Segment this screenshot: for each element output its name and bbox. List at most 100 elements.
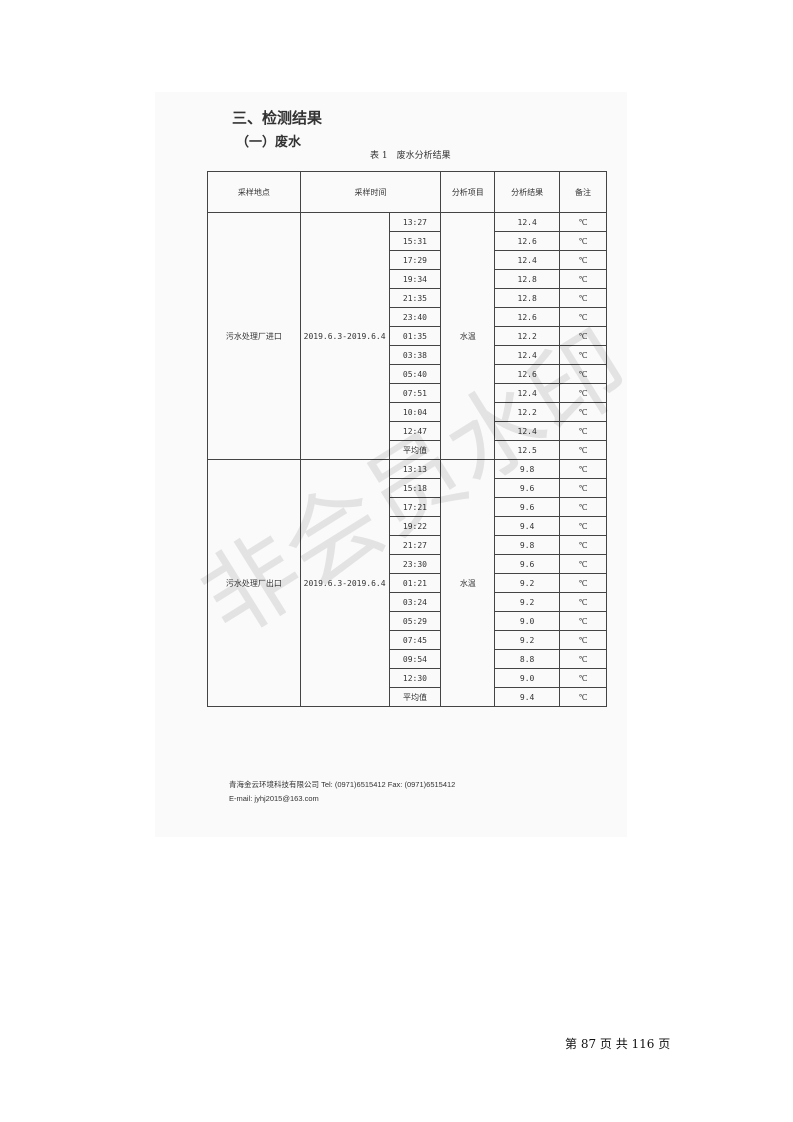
footer-email: E-mail: jyhj2015@163.com — [229, 794, 319, 803]
unit-cell: ℃ — [559, 478, 607, 498]
unit-cell: ℃ — [559, 307, 607, 327]
time-cell: 23:30 — [388, 554, 442, 574]
result-cell: 12.6 — [494, 307, 561, 327]
unit-cell: ℃ — [559, 421, 607, 441]
result-cell: 12.5 — [494, 440, 561, 460]
time-cell: 01:35 — [388, 326, 442, 346]
unit-cell: ℃ — [559, 535, 607, 555]
site-cell: 污水处理厂进口 — [207, 212, 301, 460]
table-row: 07:45 9.2 ℃ — [208, 630, 607, 650]
result-cell: 9.4 — [494, 687, 561, 707]
result-cell: 9.6 — [494, 497, 561, 517]
time-cell: 15:18 — [388, 478, 442, 498]
result-cell: 9.0 — [494, 668, 561, 688]
table-row: 03:24 9.2 ℃ — [208, 592, 607, 612]
unit-cell: ℃ — [559, 459, 607, 479]
unit-cell: ℃ — [559, 364, 607, 384]
result-cell: 12.4 — [494, 212, 561, 232]
time-cell: 17:21 — [388, 497, 442, 517]
unit-cell: ℃ — [559, 250, 607, 270]
time-cell: 平均值 — [388, 440, 442, 460]
time-cell: 19:34 — [388, 269, 442, 289]
table-row: 21:35 12.8 ℃ — [208, 288, 607, 308]
result-cell: 12.6 — [494, 231, 561, 251]
table-row: 01:21 9.2 ℃ — [208, 573, 607, 593]
unit-cell: ℃ — [559, 687, 607, 707]
result-cell: 9.2 — [494, 573, 561, 593]
date-cell: 2019.6.3-2019.6.4 — [299, 212, 390, 460]
table-row: 12:47 12.4 ℃ — [208, 421, 607, 441]
result-cell: 9.2 — [494, 630, 561, 650]
result-cell: 8.8 — [494, 649, 561, 669]
result-cell: 12.2 — [494, 402, 561, 422]
table-row: 污水处理厂出口 2019.6.3-2019.6.4 13:13 水温 9.8 ℃ — [207, 459, 607, 707]
table-row: 平均值 9.4 ℃ — [208, 687, 607, 707]
table-header: 采样地点 采样时间 分析项目 分析结果 备注 — [207, 171, 607, 213]
unit-cell: ℃ — [559, 611, 607, 631]
results-table: 采样地点 采样时间 分析项目 分析结果 备注 污水处理厂进口 2019.6.3-2… — [207, 171, 607, 707]
unit-cell: ℃ — [559, 212, 607, 232]
unit-cell: ℃ — [559, 231, 607, 251]
table-row: 10:04 12.2 ℃ — [208, 402, 607, 422]
result-cell: 12.8 — [494, 269, 561, 289]
header-item: 分析项目 — [440, 171, 496, 213]
time-cell: 12:47 — [388, 421, 442, 441]
result-cell: 12.4 — [494, 421, 561, 441]
time-cell: 21:35 — [388, 288, 442, 308]
time-cell: 12:30 — [388, 668, 442, 688]
time-cell: 07:51 — [388, 383, 442, 403]
unit-cell: ℃ — [559, 668, 607, 688]
result-cell: 12.6 — [494, 364, 561, 384]
result-cell: 9.2 — [494, 592, 561, 612]
unit-cell: ℃ — [559, 573, 607, 593]
time-cell: 15:31 — [388, 231, 442, 251]
table-row: 21:27 9.8 ℃ — [208, 535, 607, 555]
time-cell: 13:13 — [388, 459, 442, 479]
header-time: 采样时间 — [299, 171, 442, 213]
result-cell: 12.4 — [494, 345, 561, 365]
result-cell: 9.6 — [494, 478, 561, 498]
unit-cell: ℃ — [559, 326, 607, 346]
result-cell: 12.2 — [494, 326, 561, 346]
time-cell: 13:27 — [388, 212, 442, 232]
unit-cell: ℃ — [559, 440, 607, 460]
unit-cell: ℃ — [559, 345, 607, 365]
result-cell: 9.8 — [494, 459, 561, 479]
unit-cell: ℃ — [559, 592, 607, 612]
table-row: 05:40 12.6 ℃ — [208, 364, 607, 384]
result-cell: 12.4 — [494, 383, 561, 403]
time-cell: 10:04 — [388, 402, 442, 422]
time-cell: 23:40 — [388, 307, 442, 327]
unit-cell: ℃ — [559, 497, 607, 517]
section-heading: 三、检测结果 — [232, 109, 323, 127]
table-row: 15:18 9.6 ℃ — [208, 478, 607, 498]
table-row: 03:38 12.4 ℃ — [208, 345, 607, 365]
page-number: 第 87 页 共 116 页 — [565, 1037, 671, 1051]
time-cell: 03:24 — [388, 592, 442, 612]
table-row: 07:51 12.4 ℃ — [208, 383, 607, 403]
time-cell: 05:29 — [388, 611, 442, 631]
header-remark: 备注 — [559, 171, 607, 213]
time-cell: 01:21 — [388, 573, 442, 593]
footer-contact: 青海金云环境科技有限公司 Tel: (0971)6515412 Fax: (09… — [229, 780, 456, 789]
result-cell: 9.0 — [494, 611, 561, 631]
table-row: 平均值 12.5 ℃ — [208, 440, 607, 460]
time-cell: 07:45 — [388, 630, 442, 650]
unit-cell: ℃ — [559, 269, 607, 289]
item-cell: 水温 — [440, 459, 496, 707]
time-cell: 17:29 — [388, 250, 442, 270]
result-cell: 9.4 — [494, 516, 561, 536]
unit-cell: ℃ — [559, 288, 607, 308]
header-result: 分析结果 — [494, 171, 561, 213]
unit-cell: ℃ — [559, 383, 607, 403]
table-caption: 表 1 废水分析结果 — [370, 151, 451, 161]
time-cell: 03:38 — [388, 345, 442, 365]
time-cell: 21:27 — [388, 535, 442, 555]
table-row: 污水处理厂进口 2019.6.3-2019.6.4 13:27 水温 12.4 ℃ — [207, 212, 607, 460]
table-row: 15:31 12.6 ℃ — [208, 231, 607, 251]
time-cell: 19:22 — [388, 516, 442, 536]
subsection-heading: （一）废水 — [236, 135, 302, 150]
result-cell: 12.8 — [494, 288, 561, 308]
item-cell: 水温 — [440, 212, 496, 460]
